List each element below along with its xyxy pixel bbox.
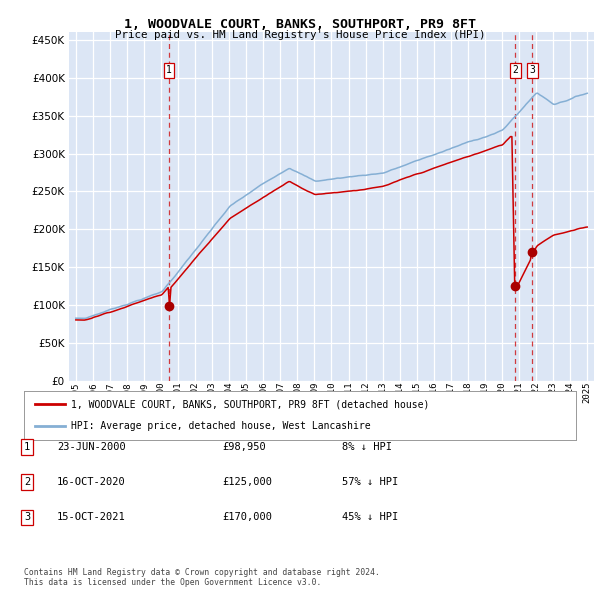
Text: 2: 2 xyxy=(512,65,518,76)
Text: HPI: Average price, detached house, West Lancashire: HPI: Average price, detached house, West… xyxy=(71,421,371,431)
Text: 3: 3 xyxy=(530,65,535,76)
Text: £170,000: £170,000 xyxy=(222,513,272,522)
Text: 16-OCT-2020: 16-OCT-2020 xyxy=(57,477,126,487)
Text: 23-JUN-2000: 23-JUN-2000 xyxy=(57,442,126,451)
Text: Price paid vs. HM Land Registry's House Price Index (HPI): Price paid vs. HM Land Registry's House … xyxy=(115,30,485,40)
Text: 8% ↓ HPI: 8% ↓ HPI xyxy=(342,442,392,451)
Text: 57% ↓ HPI: 57% ↓ HPI xyxy=(342,477,398,487)
Text: 15-OCT-2021: 15-OCT-2021 xyxy=(57,513,126,522)
Text: 2: 2 xyxy=(24,477,30,487)
Text: 1, WOODVALE COURT, BANKS, SOUTHPORT, PR9 8FT (detached house): 1, WOODVALE COURT, BANKS, SOUTHPORT, PR9… xyxy=(71,399,429,409)
Text: £98,950: £98,950 xyxy=(222,442,266,451)
Text: £125,000: £125,000 xyxy=(222,477,272,487)
Text: 3: 3 xyxy=(24,513,30,522)
Text: 45% ↓ HPI: 45% ↓ HPI xyxy=(342,513,398,522)
Text: 1: 1 xyxy=(166,65,172,76)
Text: Contains HM Land Registry data © Crown copyright and database right 2024.
This d: Contains HM Land Registry data © Crown c… xyxy=(24,568,380,587)
Text: 1: 1 xyxy=(24,442,30,451)
Text: 1, WOODVALE COURT, BANKS, SOUTHPORT, PR9 8FT: 1, WOODVALE COURT, BANKS, SOUTHPORT, PR9… xyxy=(124,18,476,31)
